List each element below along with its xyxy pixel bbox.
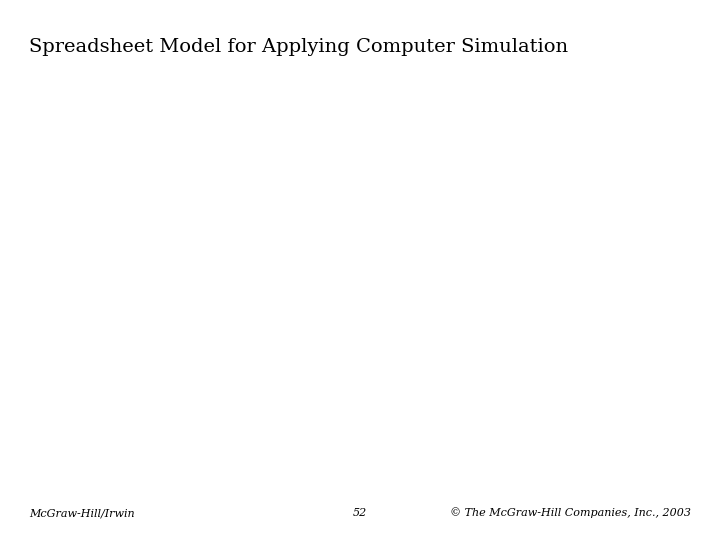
Text: Spreadsheet Model for Applying Computer Simulation: Spreadsheet Model for Applying Computer … — [29, 38, 568, 56]
Text: © The McGraw-Hill Companies, Inc., 2003: © The McGraw-Hill Companies, Inc., 2003 — [450, 508, 691, 518]
Text: McGraw-Hill/Irwin: McGraw-Hill/Irwin — [29, 508, 135, 518]
Text: 52: 52 — [353, 508, 367, 518]
